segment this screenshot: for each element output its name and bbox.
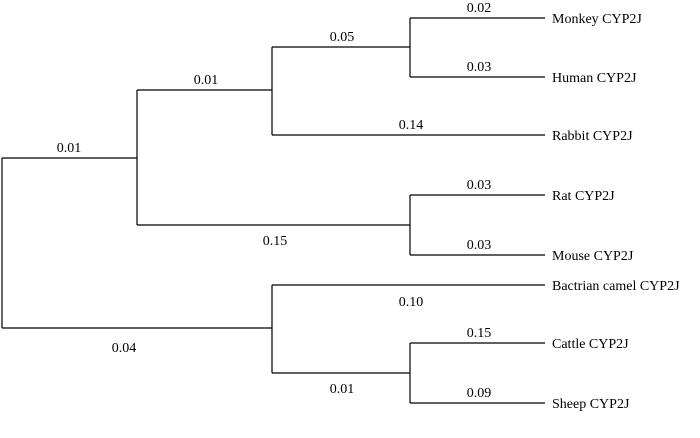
leaf-label-sheep: Sheep CYP2J [552, 397, 630, 412]
leaf-label-camel: Bactrian camel CYP2J [552, 279, 680, 294]
branch-label-primate-clade: 0.05 [330, 30, 355, 45]
branch-label-mouse: 0.03 [467, 238, 492, 253]
leaf-label-rabbit: Rabbit CYP2J [552, 129, 633, 144]
branch-label-monkey: 0.02 [467, 1, 492, 16]
branch-label-primate-rabbit-rodent: 0.01 [194, 73, 219, 88]
branch-label-root-upper: 0.01 [57, 141, 82, 156]
leaf-label-rat: Rat CYP2J [552, 189, 615, 204]
branch-label-rabbit: 0.14 [399, 118, 424, 133]
leaf-label-human: Human CYP2J [552, 71, 637, 86]
branch-label-root-lower: 0.04 [112, 341, 137, 356]
branch-label-sheep: 0.09 [467, 386, 492, 401]
branch-label-camel: 0.10 [399, 295, 424, 310]
branch-label-rodent-clade: 0.15 [263, 234, 288, 249]
branch-label-human: 0.03 [467, 60, 492, 75]
leaf-label-monkey: Monkey CYP2J [552, 12, 642, 27]
branch-label-ruminant-clade: 0.01 [330, 382, 355, 397]
leaf-label-mouse: Mouse CYP2J [552, 249, 634, 264]
branch-label-cattle: 0.15 [467, 326, 492, 341]
leaf-label-cattle: Cattle CYP2J [552, 337, 629, 352]
branch-label-rat: 0.03 [467, 178, 492, 193]
